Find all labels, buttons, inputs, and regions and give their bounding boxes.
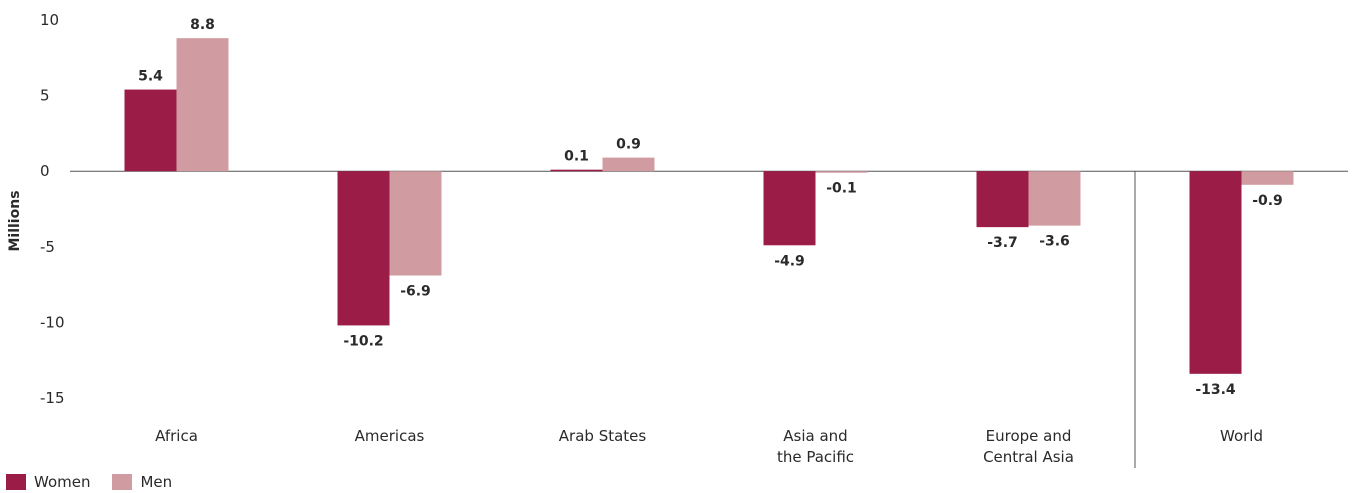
x-tick-label: Central Asia	[983, 448, 1074, 466]
legend-label-women: Women	[34, 473, 91, 491]
bar-women	[1189, 171, 1242, 374]
y-tick-label: 0	[40, 162, 50, 180]
x-tick-label: Africa	[155, 427, 198, 445]
bar-men	[1028, 171, 1081, 226]
data-label-women: -4.9	[774, 253, 805, 269]
legend-swatch-men	[112, 474, 133, 490]
y-axis-title: Millions	[7, 190, 23, 251]
bar-men	[176, 38, 229, 172]
legend-swatch-women	[6, 474, 26, 490]
data-label-women: -3.7	[987, 235, 1018, 251]
x-tick-label: Asia and	[783, 427, 847, 445]
data-label-men: 0.9	[616, 137, 641, 153]
y-tick-label: 10	[40, 11, 59, 29]
bar-women	[550, 169, 603, 172]
data-label-men: -0.1	[826, 181, 857, 197]
bar-men	[389, 171, 442, 276]
x-tick-label: Arab States	[559, 427, 647, 445]
bar-women	[337, 171, 390, 326]
bar-men	[815, 171, 868, 173]
legend-item-men: Men	[112, 473, 172, 491]
x-tick-label: World	[1220, 427, 1263, 445]
bar-chart: Millions 10 5 0 -5 -10 -15 5.4 8.8 Africa -10.2 -6.…	[7, 11, 1348, 468]
data-label-men: -0.9	[1252, 193, 1283, 209]
legend-item-women: Women	[6, 473, 90, 491]
x-tick-label: the Pacific	[777, 448, 854, 466]
bar-men	[602, 157, 655, 172]
bar-women	[763, 171, 816, 246]
data-label-men: -6.9	[400, 284, 431, 300]
bar-women	[976, 171, 1029, 228]
legend: Women Men	[6, 473, 194, 491]
data-label-women: 0.1	[564, 149, 589, 165]
data-label-men: 8.8	[190, 17, 215, 33]
data-label-men: -3.6	[1039, 234, 1070, 250]
bar-women	[124, 89, 177, 172]
y-tick-label: -10	[40, 313, 65, 331]
bar-men	[1241, 171, 1294, 185]
y-tick-label: 5	[40, 87, 50, 105]
data-label-women: -10.2	[343, 333, 383, 349]
y-tick-label: -5	[40, 238, 55, 256]
x-tick-label: Americas	[355, 427, 425, 445]
legend-label-men: Men	[140, 473, 173, 491]
x-tick-label: Europe and	[986, 427, 1072, 445]
data-label-women: -13.4	[1195, 382, 1236, 398]
data-label-women: 5.4	[138, 69, 163, 85]
y-tick-label: -15	[40, 389, 65, 407]
